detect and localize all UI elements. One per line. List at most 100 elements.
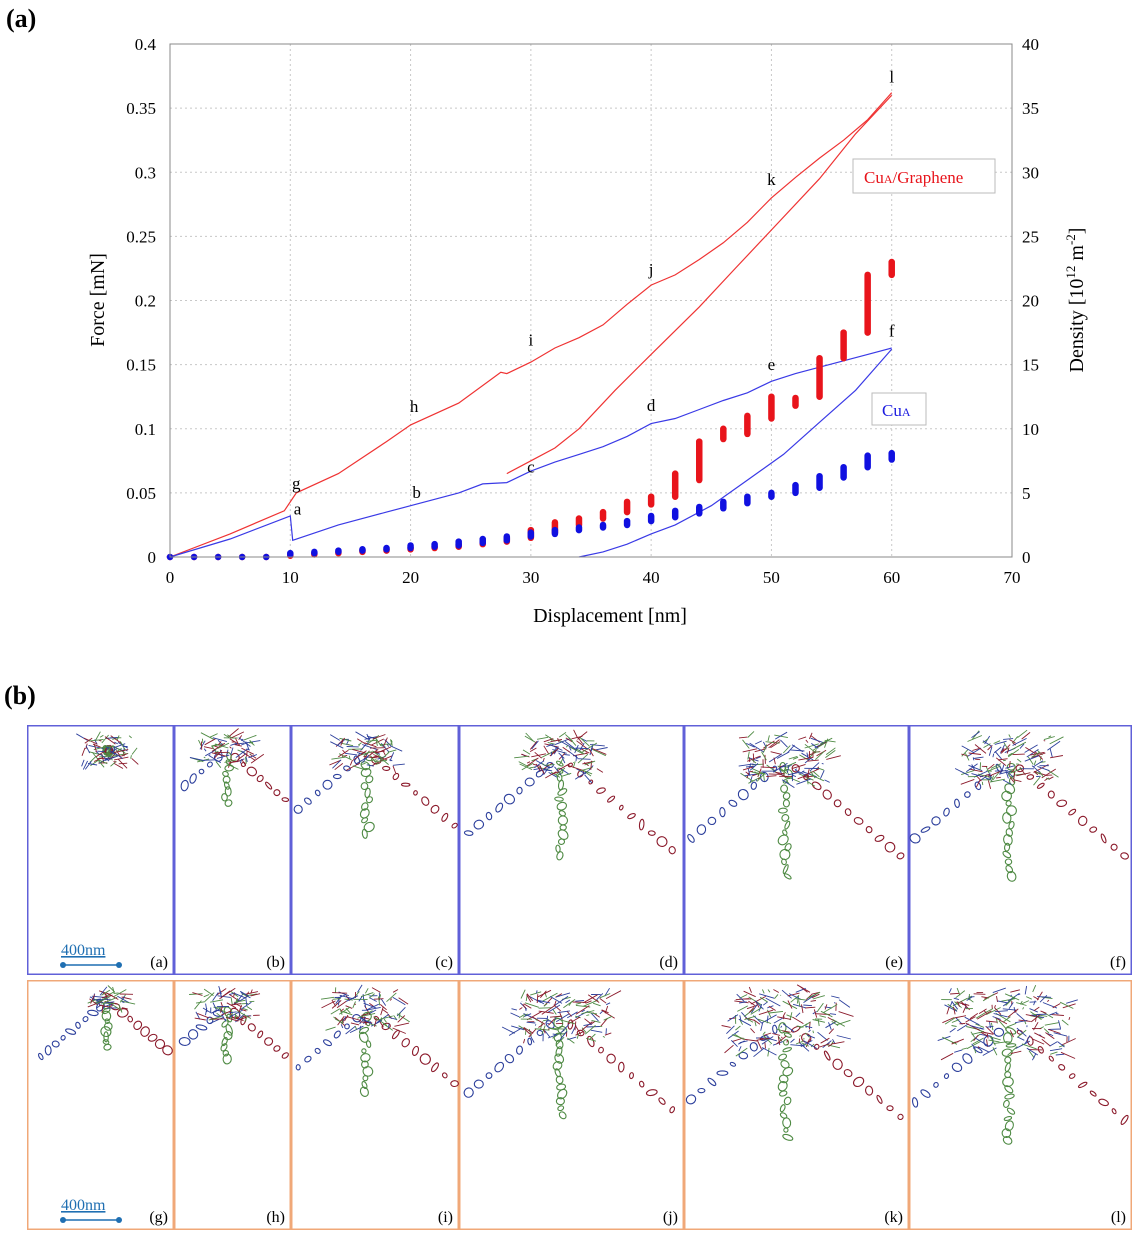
- dislocation-loop: [1006, 871, 1017, 882]
- dislocation-segment: [581, 1009, 586, 1013]
- dislocation-segment: [524, 1013, 532, 1017]
- dislocation-segment: [331, 999, 337, 1007]
- dislocation-segment: [238, 737, 251, 747]
- dislocation-segment: [817, 1031, 828, 1041]
- dislocation-segment: [514, 755, 529, 759]
- dislocation-segment: [971, 731, 980, 739]
- dislocation-segment: [798, 1042, 810, 1052]
- dislocation-segment: [829, 1013, 837, 1015]
- dislocation-segment: [1010, 1050, 1022, 1055]
- dislocation-segment: [352, 748, 366, 754]
- dislocation-segment: [993, 1041, 1008, 1045]
- dislocation-segment: [99, 734, 104, 738]
- dislocation-segment: [773, 757, 776, 765]
- dislocation-segment: [227, 734, 232, 739]
- dislocation-segment: [106, 992, 119, 1000]
- dislocation-loop: [823, 1050, 831, 1061]
- simulation-border: [684, 980, 909, 1230]
- dislocation-segment: [246, 740, 261, 744]
- y-left-axis-title: Force [mN]: [87, 253, 109, 347]
- dislocation-segment: [1062, 1003, 1076, 1009]
- dislocation-segment: [561, 772, 572, 777]
- dislocation-segment: [801, 1004, 804, 1014]
- dislocation-segment: [745, 765, 755, 768]
- dislocation-loop: [749, 1042, 758, 1052]
- y-left-tick-label: 0.05: [126, 484, 156, 503]
- dislocation-segment: [790, 994, 800, 1003]
- dislocation-segment: [739, 1015, 742, 1022]
- dislocation-segment: [369, 997, 377, 1002]
- y-right-title-end: ]: [1066, 228, 1088, 235]
- y-right-title-sup1: 12: [1063, 266, 1078, 279]
- dislocation-segment: [798, 1000, 801, 1007]
- dislocation-segment: [786, 744, 795, 754]
- dislocation-segment: [812, 1030, 814, 1034]
- dislocation-loop: [38, 1052, 44, 1061]
- dislocation-segment: [526, 1010, 543, 1021]
- dislocation-segment: [244, 1017, 247, 1022]
- dislocation-segment: [1022, 1007, 1025, 1010]
- dislocation-segment: [583, 999, 599, 1007]
- dislocation-segment: [99, 986, 108, 996]
- dislocation-loop: [1100, 833, 1107, 844]
- dislocation-segment: [788, 993, 802, 1000]
- dislocation-segment: [808, 1029, 811, 1033]
- dislocation-loop: [729, 1061, 737, 1067]
- dislocation-segment: [524, 735, 537, 743]
- dislocation-loop: [865, 1085, 874, 1096]
- dislocation-segment: [550, 739, 563, 743]
- dislocation-segment: [216, 988, 227, 996]
- dislocation-segment: [325, 1026, 336, 1031]
- dislocation-segment: [1028, 1050, 1035, 1059]
- dislocation-segment: [721, 1025, 731, 1028]
- dislocation-loop: [876, 1094, 883, 1104]
- dislocation-segment: [742, 766, 754, 771]
- x-tick-label: 70: [1004, 568, 1021, 587]
- dislocation-segment: [1009, 767, 1023, 774]
- dislocation-segment: [1037, 996, 1052, 998]
- dislocation-segment: [735, 998, 750, 1001]
- dislocation-segment: [961, 1047, 968, 1050]
- dislocation-loop: [441, 1072, 448, 1079]
- dislocation-segment: [823, 1004, 838, 1013]
- x-tick-label: 60: [883, 568, 900, 587]
- dislocation-loop: [392, 772, 400, 781]
- dislocation-segment: [376, 746, 391, 754]
- dislocation-loop: [696, 824, 707, 835]
- dislocation-segment: [603, 1015, 613, 1021]
- dislocation-segment: [238, 735, 243, 740]
- dislocation-segment: [110, 735, 122, 744]
- dislocation-segment: [790, 749, 805, 752]
- dislocation-segment: [969, 1013, 979, 1020]
- dislocation-loop: [781, 858, 787, 866]
- dislocation-loop: [256, 774, 264, 783]
- dislocation-segment: [989, 778, 1005, 783]
- dislocation-segment: [216, 1012, 221, 1017]
- dislocation-loop: [293, 804, 303, 814]
- dislocation-segment: [966, 996, 973, 1001]
- dislocation-segment: [575, 1005, 590, 1015]
- dislocation-segment: [526, 757, 539, 767]
- dislocation-segment: [346, 1016, 362, 1021]
- dislocation-segment: [757, 777, 760, 780]
- dislocation-segment: [535, 763, 541, 772]
- dislocation-segment: [203, 759, 216, 761]
- dislocation-segment: [741, 1011, 750, 1021]
- dislocation-loop: [322, 1039, 333, 1047]
- dislocation-segment: [777, 1016, 792, 1020]
- dislocation-segment: [574, 1021, 577, 1031]
- dislocation-segment: [224, 1018, 227, 1021]
- dislocation-segment: [389, 998, 393, 1001]
- plot-frame: [169, 43, 1013, 558]
- dislocation-segment: [1033, 760, 1037, 766]
- dislocation-segment: [752, 763, 756, 766]
- dislocation-segment: [547, 1028, 550, 1031]
- dislocation-loop: [1006, 762, 1016, 771]
- dislocation-segment: [542, 757, 545, 762]
- dislocation-segment: [770, 741, 781, 749]
- dislocation-segment: [84, 737, 93, 744]
- point-label-i: i: [528, 330, 533, 349]
- dislocation-segment: [799, 1023, 808, 1029]
- dislocation-segment: [537, 736, 549, 740]
- dislocation-segment: [753, 1047, 765, 1058]
